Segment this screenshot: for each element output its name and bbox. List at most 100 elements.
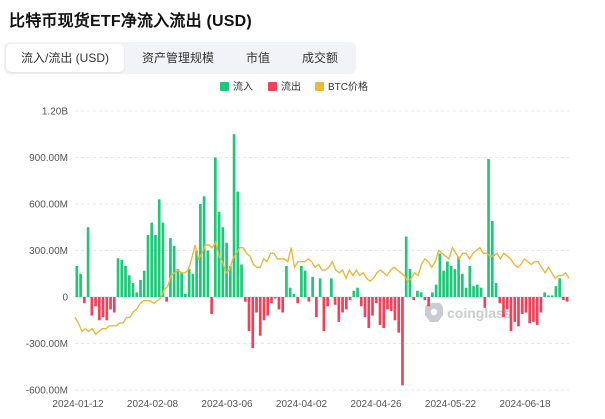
- inflow-bar[interactable]: [554, 286, 558, 297]
- inflow-bar[interactable]: [318, 278, 322, 297]
- inflow-bar[interactable]: [120, 259, 124, 297]
- outflow-bar[interactable]: [247, 297, 251, 332]
- outflow-bar[interactable]: [520, 297, 524, 315]
- inflow-bar[interactable]: [292, 293, 296, 297]
- outflow-bar[interactable]: [326, 297, 329, 307]
- outflow-bar[interactable]: [165, 297, 169, 302]
- inflow-bar[interactable]: [157, 199, 161, 297]
- outflow-bar[interactable]: [427, 297, 430, 307]
- outflow-bar[interactable]: [524, 297, 528, 313]
- outflow-bar[interactable]: [90, 297, 94, 316]
- inflow-bar[interactable]: [311, 276, 314, 297]
- inflow-bar[interactable]: [479, 287, 483, 297]
- inflow-bar[interactable]: [79, 273, 82, 297]
- inflow-bar[interactable]: [300, 266, 303, 297]
- outflow-bar[interactable]: [337, 297, 341, 322]
- inflow-bar[interactable]: [161, 222, 165, 297]
- tab-flows[interactable]: 流入/流出 (USD): [6, 44, 124, 72]
- outflow-bar[interactable]: [105, 297, 109, 321]
- inflow-bar[interactable]: [449, 266, 453, 297]
- legend-label-outflow[interactable]: 流出: [281, 80, 301, 93]
- outflow-bar[interactable]: [322, 297, 326, 332]
- outflow-bar[interactable]: [101, 297, 105, 318]
- inflow-bar[interactable]: [285, 266, 288, 297]
- outflow-bar[interactable]: [513, 297, 517, 322]
- outflow-bar[interactable]: [97, 297, 101, 321]
- inflow-bar[interactable]: [416, 290, 419, 297]
- inflow-bar[interactable]: [135, 292, 139, 297]
- outflow-bar[interactable]: [344, 297, 348, 310]
- inflow-bar[interactable]: [184, 293, 187, 297]
- inflow-bar[interactable]: [475, 284, 479, 297]
- outflow-bar[interactable]: [262, 297, 266, 321]
- inflow-bar[interactable]: [131, 283, 135, 297]
- inflow-bar[interactable]: [124, 266, 127, 297]
- inflow-bar[interactable]: [408, 269, 412, 297]
- outflow-bar[interactable]: [341, 297, 344, 313]
- inflow-bar[interactable]: [169, 238, 172, 297]
- outflow-bar[interactable]: [498, 297, 502, 304]
- outflow-bar[interactable]: [401, 297, 404, 386]
- outflow-bar[interactable]: [367, 297, 371, 328]
- outflow-bar[interactable]: [539, 297, 543, 313]
- inflow-bar[interactable]: [453, 269, 457, 297]
- inflow-bar[interactable]: [86, 227, 90, 297]
- outflow-bar[interactable]: [517, 297, 520, 327]
- outflow-bar[interactable]: [333, 297, 337, 305]
- outflow-bar[interactable]: [389, 297, 393, 311]
- outflow-bar[interactable]: [397, 297, 401, 333]
- outflow-bar[interactable]: [83, 297, 86, 304]
- inflow-bar[interactable]: [139, 279, 142, 297]
- inflow-bar[interactable]: [199, 204, 202, 297]
- outflow-bar[interactable]: [371, 297, 374, 316]
- inflow-bar[interactable]: [142, 270, 146, 297]
- outflow-bar[interactable]: [296, 297, 300, 304]
- outflow-bar[interactable]: [210, 297, 213, 315]
- outflow-bar[interactable]: [505, 297, 509, 310]
- outflow-bar[interactable]: [281, 297, 285, 313]
- inflow-bar[interactable]: [558, 278, 561, 297]
- outflow-bar[interactable]: [363, 297, 367, 318]
- inflow-bar[interactable]: [75, 266, 79, 297]
- inflow-bar[interactable]: [154, 235, 157, 297]
- inflow-bar[interactable]: [172, 245, 176, 297]
- inflow-bar[interactable]: [442, 270, 445, 297]
- inflow-bar[interactable]: [213, 157, 217, 298]
- inflow-bar[interactable]: [240, 264, 243, 297]
- inflow-bar[interactable]: [472, 286, 475, 297]
- outflow-bar[interactable]: [277, 297, 281, 310]
- outflow-bar[interactable]: [502, 297, 505, 318]
- inflow-bar[interactable]: [490, 221, 494, 297]
- inflow-bar[interactable]: [236, 191, 240, 297]
- inflow-bar[interactable]: [180, 272, 183, 297]
- inflow-bar[interactable]: [487, 159, 490, 297]
- outflow-bar[interactable]: [374, 297, 378, 304]
- inflow-bar[interactable]: [543, 292, 547, 297]
- tab-volume[interactable]: 成交额: [302, 51, 339, 65]
- inflow-bar[interactable]: [187, 269, 191, 297]
- outflow-bar[interactable]: [562, 297, 565, 301]
- inflow-bar[interactable]: [460, 273, 464, 297]
- inflow-bar[interactable]: [150, 222, 154, 297]
- inflow-bar[interactable]: [146, 235, 150, 297]
- tab-aum[interactable]: 资产管理规模: [142, 51, 215, 65]
- outflow-bar[interactable]: [382, 297, 386, 328]
- inflow-bar[interactable]: [330, 278, 333, 297]
- inflow-bar[interactable]: [288, 287, 292, 297]
- outflow-bar[interactable]: [266, 297, 270, 316]
- outflow-bar[interactable]: [307, 297, 311, 302]
- inflow-bar[interactable]: [352, 290, 356, 297]
- inflow-bar[interactable]: [127, 275, 131, 297]
- inflow-bar[interactable]: [438, 253, 442, 297]
- outflow-bar[interactable]: [509, 297, 513, 332]
- outflow-bar[interactable]: [251, 297, 255, 349]
- inflow-bar[interactable]: [550, 295, 554, 297]
- outflow-bar[interactable]: [393, 297, 397, 321]
- legend-label-inflow[interactable]: 流入: [233, 80, 253, 93]
- inflow-bar[interactable]: [446, 261, 449, 297]
- inflow-bar[interactable]: [547, 295, 550, 297]
- tab-market-cap[interactable]: 市值: [246, 51, 271, 65]
- inflow-bar[interactable]: [206, 250, 210, 298]
- outflow-bar[interactable]: [565, 297, 569, 302]
- outflow-bar[interactable]: [109, 297, 112, 310]
